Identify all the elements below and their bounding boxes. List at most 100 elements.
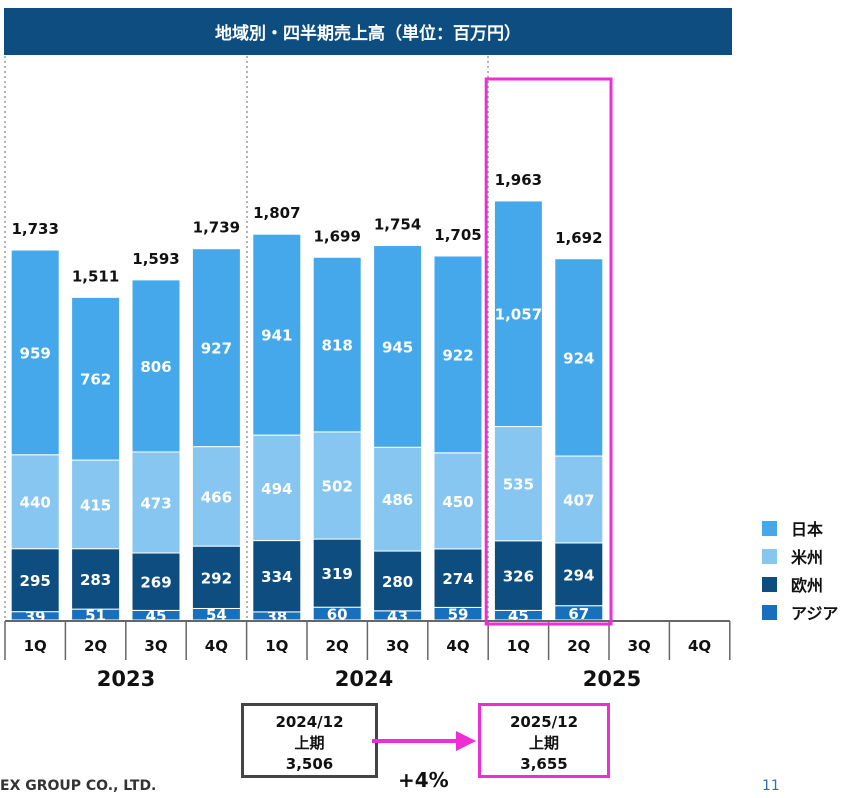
quarter-label-4: 1Q <box>265 637 288 655</box>
page-number: 11 <box>762 778 780 794</box>
total-label-5: 1,699 <box>313 227 360 245</box>
bar-segment-3-0 <box>10 249 60 456</box>
bar-label-1-2: 269 <box>140 574 171 592</box>
quarter-label-5: 2Q <box>326 637 349 655</box>
bar-label-3-8: 1,057 <box>495 306 542 324</box>
quarter-label-0: 1Q <box>24 637 47 655</box>
bar-segment-1-4 <box>252 540 302 613</box>
legend-item-japan: 日本 <box>762 514 838 542</box>
bar-label-3-4: 941 <box>261 327 292 345</box>
bar-label-2-8: 535 <box>503 476 534 494</box>
bar-segment-2-2 <box>131 451 181 554</box>
summary-current-period: 2025/12 <box>509 713 579 731</box>
bar-label-1-9: 294 <box>563 566 594 584</box>
bar-label-3-1: 762 <box>80 371 111 389</box>
bar-label-3-5: 818 <box>322 337 353 355</box>
bar-label-3-9: 924 <box>563 349 594 367</box>
bar-segment-3-4 <box>252 233 302 436</box>
bar-segment-1-5 <box>312 538 362 608</box>
bar-segment-3-3 <box>191 248 241 448</box>
bar-segment-1-7 <box>433 548 483 608</box>
legend-label-asia: アジア <box>791 604 839 623</box>
quarter-label-3: 4Q <box>205 637 228 655</box>
bar-label-3-7: 922 <box>442 346 473 364</box>
bar-segment-3-6 <box>373 245 423 448</box>
quarter-label-6: 3Q <box>386 637 409 655</box>
bar-label-1-0: 295 <box>20 572 51 590</box>
bar-segment-1-1 <box>71 548 121 610</box>
legend-swatch-americas <box>762 548 777 564</box>
quarter-label-9: 2Q <box>567 637 590 655</box>
bar-label-2-5: 502 <box>322 477 353 495</box>
total-label-7: 1,705 <box>434 226 481 244</box>
summary-previous-period: 2024/12 <box>275 713 344 731</box>
legend-item-americas: 米州 <box>762 542 838 570</box>
legend-swatch-asia <box>762 604 777 620</box>
summary-box-previous: 2024/12 上期 3,506 <box>241 703 378 778</box>
bar-label-0-3: 54 <box>206 606 227 624</box>
bar-segment-2-5 <box>312 431 362 540</box>
bar-segment-1-0 <box>10 548 60 613</box>
bar-label-2-6: 486 <box>382 491 413 509</box>
bar-segment-1-2 <box>131 552 181 611</box>
bar-segment-2-0 <box>10 454 60 550</box>
total-label-1: 1,511 <box>72 267 119 285</box>
bar-label-2-9: 407 <box>563 491 594 509</box>
bar-label-3-6: 945 <box>382 338 413 356</box>
bar-segment-2-6 <box>373 446 423 552</box>
bar-label-1-7: 274 <box>442 570 473 588</box>
bar-label-0-5: 60 <box>327 606 348 624</box>
quarter-label-2: 3Q <box>144 637 167 655</box>
highlight-box <box>484 77 613 626</box>
total-label-9: 1,692 <box>555 229 602 247</box>
growth-rate: +4% <box>398 768 449 792</box>
total-label-8: 1,963 <box>495 171 542 189</box>
legend-label-americas: 米州 <box>791 548 824 567</box>
legend-item-europe: 欧州 <box>762 570 838 598</box>
total-label-3: 1,739 <box>193 219 240 237</box>
bar-segment-1-3 <box>191 545 241 609</box>
year-label-0: 2023 <box>97 667 155 691</box>
quarter-label-8: 1Q <box>507 637 530 655</box>
bar-label-1-6: 280 <box>382 573 413 591</box>
total-label-6: 1,754 <box>374 216 421 234</box>
bar-label-2-7: 450 <box>442 493 473 511</box>
year-label-1: 2024 <box>335 667 393 691</box>
chart-title: 地域別・四半期売上高（単位：百万円） <box>4 8 732 55</box>
quarter-label-1: 2Q <box>84 637 107 655</box>
bar-segment-3-7 <box>433 255 483 454</box>
bar-label-2-3: 466 <box>201 488 232 506</box>
bar-label-0-7: 59 <box>448 606 469 624</box>
bar-segment-3-2 <box>131 279 181 453</box>
bar-label-2-2: 473 <box>140 494 171 512</box>
bar-label-3-2: 806 <box>140 358 171 376</box>
summary-previous-value: 3,506 <box>285 755 334 773</box>
bar-segment-2-3 <box>191 446 241 547</box>
quarter-label-7: 4Q <box>446 637 469 655</box>
summary-box-current: 2025/12 上期 3,655 <box>478 703 610 778</box>
bar-segment-2-4 <box>252 434 302 542</box>
arrow-right-icon <box>372 731 476 751</box>
bar-segment-2-8 <box>493 426 543 542</box>
bar-segment-3-9 <box>554 258 604 457</box>
bar-segment-2-9 <box>554 455 604 544</box>
summary-previous-half: 上期 <box>294 734 325 752</box>
summary-current-value: 3,655 <box>520 755 568 773</box>
bar-label-2-0: 440 <box>20 494 51 512</box>
summary-current-half: 上期 <box>528 734 559 752</box>
total-label-2: 1,593 <box>132 250 179 268</box>
bar-segment-3-1 <box>71 296 121 461</box>
bar-label-2-4: 494 <box>261 480 292 498</box>
stacked-bar-chart: 392954409591,733512834157621,51145269473… <box>4 56 731 691</box>
bar-label-3-3: 927 <box>201 340 232 358</box>
bar-label-1-8: 326 <box>503 568 534 586</box>
year-label-2: 2025 <box>583 667 641 691</box>
bar-label-1-3: 292 <box>201 569 232 587</box>
bar-label-1-4: 334 <box>261 568 292 586</box>
legend-label-japan: 日本 <box>791 520 824 539</box>
quarter-label-11: 4Q <box>688 637 711 655</box>
legend-item-asia: アジア <box>762 598 838 626</box>
bar-segment-3-8 <box>493 200 543 428</box>
bar-label-0-9: 67 <box>568 605 589 623</box>
legend: 日本 米州 欧州 アジア <box>762 514 838 626</box>
